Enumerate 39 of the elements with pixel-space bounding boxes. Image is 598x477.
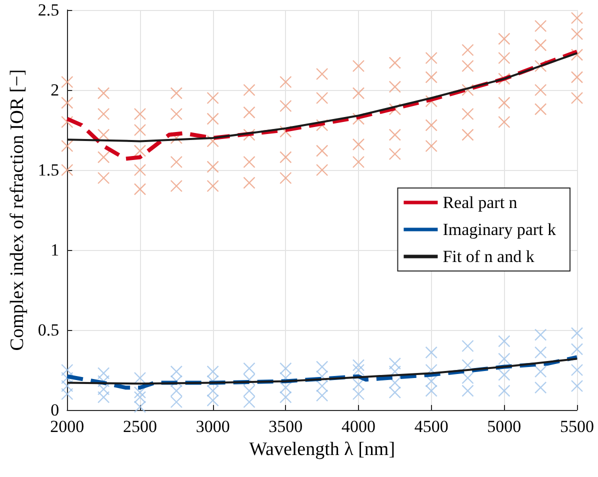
y-tick-label: 2 (50, 80, 60, 100)
point (534, 382, 547, 394)
line-series (65, 355, 579, 390)
x-tick-label: 2500 (122, 417, 157, 436)
point (134, 386, 146, 398)
point (534, 366, 547, 378)
x-axis-title: Wavelength λ [nm] (249, 439, 396, 460)
y-tick-label: 0.5 (38, 320, 60, 340)
point (570, 327, 584, 340)
point (570, 343, 584, 356)
point (570, 380, 584, 392)
x-tick-label: 3500 (268, 417, 303, 436)
x-tick-label: 5500 (560, 417, 594, 436)
x-tick-label: 5000 (487, 417, 522, 436)
point (462, 340, 474, 352)
point (498, 352, 510, 365)
point (352, 364, 365, 376)
y-tick-label: 1 (50, 240, 60, 260)
point (498, 384, 510, 397)
legend-label: Fit of n and k (442, 247, 535, 266)
legend-label: Real part n (442, 193, 518, 212)
point (570, 364, 584, 376)
x-tick-label: 4000 (341, 417, 376, 436)
legend-label: Imaginary part k (442, 220, 556, 239)
line-series (65, 50, 579, 161)
point (534, 328, 547, 341)
x-tick-label: 4500 (414, 417, 448, 436)
point (425, 346, 438, 358)
point (534, 346, 547, 358)
y-tick-label: 2.5 (38, 0, 60, 20)
point (498, 368, 510, 381)
point (134, 372, 146, 384)
y-tick-label: 0 (50, 400, 60, 420)
y-tick-label: 1.5 (38, 160, 60, 180)
y-axis-title: Complex index of refraction IOR [−] (7, 69, 28, 351)
point (498, 335, 510, 348)
point (352, 359, 365, 372)
x-tick-label: 3000 (196, 417, 230, 436)
x-tick-label: 2000 (50, 417, 84, 436)
